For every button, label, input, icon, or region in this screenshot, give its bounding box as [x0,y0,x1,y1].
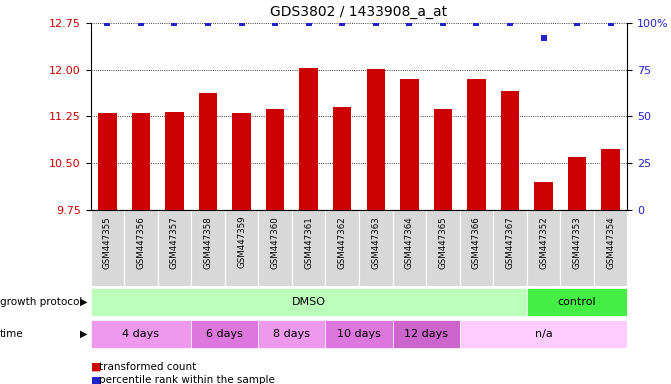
Text: GSM447357: GSM447357 [170,216,179,268]
Bar [91,319,191,348]
Bar [299,68,318,210]
Point [169,20,180,26]
Point [471,20,482,26]
Point [102,20,113,26]
Bar [493,210,527,286]
Point [404,20,415,26]
Text: GSM447362: GSM447362 [338,216,347,268]
Text: 4 days: 4 days [122,329,160,339]
Bar [359,210,393,286]
Text: GSM447352: GSM447352 [539,216,548,268]
Bar [601,149,620,210]
Bar [393,319,460,348]
Text: 10 days: 10 days [337,329,381,339]
Bar [191,210,225,286]
Text: control: control [558,297,597,307]
Text: 8 days: 8 days [273,329,311,339]
Bar [460,319,627,348]
Point [505,20,515,26]
Text: ▶: ▶ [80,329,88,339]
Text: GSM447363: GSM447363 [371,216,380,268]
Bar [560,210,594,286]
Text: 12 days: 12 days [404,329,448,339]
Bar [258,210,292,286]
Bar [91,210,124,286]
Text: GSM447365: GSM447365 [438,216,448,268]
Bar [460,210,493,286]
Point [270,20,280,26]
Bar [568,157,586,210]
Bar [594,210,627,286]
Text: percentile rank within the sample: percentile rank within the sample [99,375,275,384]
Text: GSM447364: GSM447364 [405,216,414,268]
Bar [527,288,627,316]
Point [538,35,549,41]
Point [337,20,348,26]
Bar [225,210,258,286]
Bar [467,79,486,210]
Text: GSM447353: GSM447353 [572,216,582,268]
Text: GSM447355: GSM447355 [103,216,112,268]
Point [203,20,213,26]
Bar [333,107,352,210]
Text: 6 days: 6 days [207,329,243,339]
Bar [433,109,452,210]
Text: GSM447366: GSM447366 [472,216,481,268]
Bar [199,93,217,210]
Text: GSM447361: GSM447361 [304,216,313,268]
Text: GSM447358: GSM447358 [203,216,213,268]
Bar [400,79,419,210]
Text: transformed count: transformed count [99,362,197,372]
Point [572,20,582,26]
Text: GSM447367: GSM447367 [505,216,515,268]
Point [605,20,616,26]
Bar [501,91,519,210]
Text: ■: ■ [91,375,105,384]
Point [370,20,381,26]
Text: GSM447356: GSM447356 [136,216,146,268]
Point [303,20,314,26]
Bar [534,182,553,210]
Point [136,20,146,26]
Bar [393,210,426,286]
Bar [124,210,158,286]
Text: DMSO: DMSO [292,297,325,307]
Bar [325,319,393,348]
Text: ■: ■ [91,362,105,372]
Bar [266,109,285,210]
Text: GSM447354: GSM447354 [606,216,615,268]
Text: n/a: n/a [535,329,552,339]
Bar [158,210,191,286]
Bar [98,113,117,210]
Text: growth protocol: growth protocol [0,297,83,307]
Bar [366,69,385,210]
Point [437,20,448,26]
Bar [165,112,184,210]
Bar [132,113,150,210]
Bar [292,210,325,286]
Point [236,20,247,26]
Text: GSM447359: GSM447359 [237,216,246,268]
Bar [527,210,560,286]
Bar [232,113,251,210]
Title: GDS3802 / 1433908_a_at: GDS3802 / 1433908_a_at [270,5,448,19]
Text: time: time [0,329,23,339]
Bar [91,288,527,316]
Bar [191,319,258,348]
Bar [258,319,325,348]
Bar [426,210,460,286]
Bar [325,210,359,286]
Text: GSM447360: GSM447360 [270,216,280,268]
Text: ▶: ▶ [80,297,88,307]
